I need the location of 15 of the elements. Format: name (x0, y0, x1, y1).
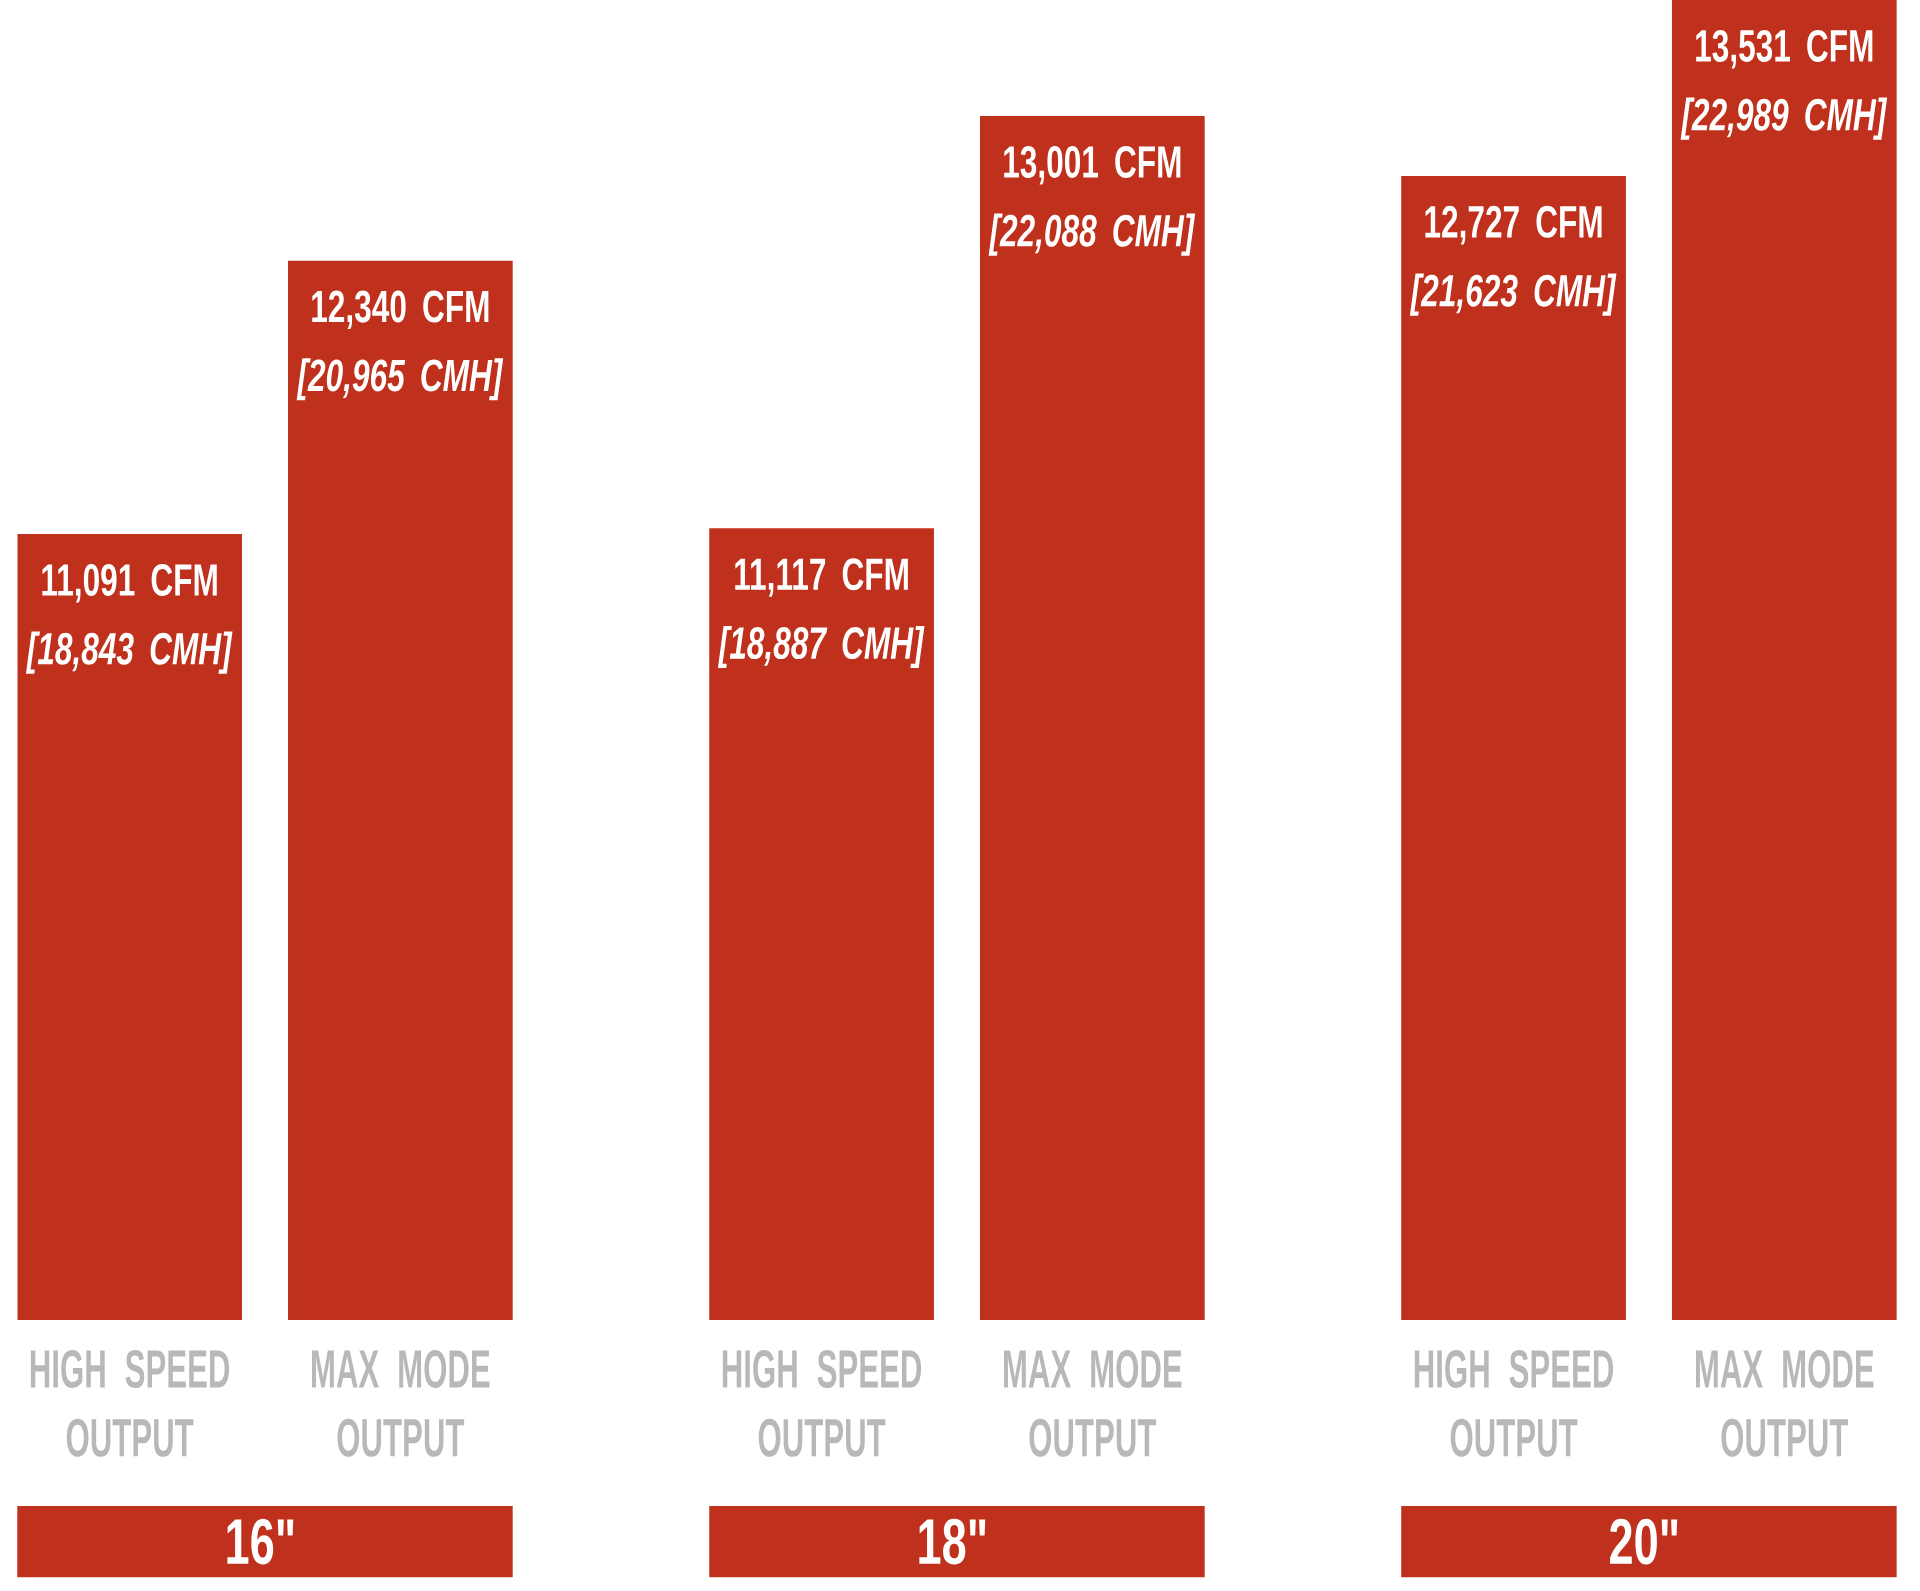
text: 18" (919, 1518, 986, 1565)
text: 16" (227, 1518, 294, 1565)
data-label: 11,117 CFM [18,887 CMH] (717, 558, 925, 669)
x-tick-label: HIGH SPEED OUTPUT (1414, 1350, 1614, 1458)
text: 20" (1610, 1518, 1678, 1565)
x-tick-label: HIGH SPEED OUTPUT (30, 1350, 230, 1458)
x-tick-label: MAX MODE OUTPUT (1003, 1350, 1182, 1458)
data-label: 13,531 CFM [22,989 CMH] (1680, 30, 1888, 140)
data-label: 12,727 CFM [21,623 CMH] (1409, 206, 1617, 316)
x-tick-label: HIGH SPEED OUTPUT (722, 1350, 922, 1458)
x-tick-label: MAX MODE OUTPUT (1695, 1350, 1874, 1458)
data-label: 11,091 CFM [18,843 CMH] (25, 564, 233, 674)
data-label: 13,001 CFM [22,088 CMH] (988, 146, 1196, 256)
data-label: 12,340 CFM [20,965 CMH] (296, 290, 504, 401)
x-tick-label: MAX MODE OUTPUT (312, 1350, 490, 1458)
